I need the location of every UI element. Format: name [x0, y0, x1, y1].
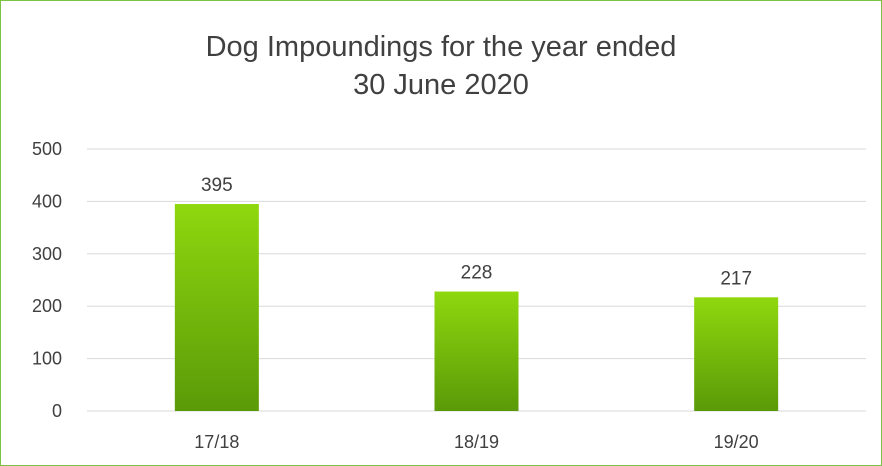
y-tick-label: 500 [32, 139, 62, 159]
x-axis-ticks: 17/18 18/19 19/20 [194, 432, 758, 452]
data-labels: 395 228 217 [201, 175, 752, 289]
bar-19-20 [694, 297, 779, 411]
chart-title-line-2: 30 June 2020 [353, 69, 529, 101]
y-tick-label: 200 [32, 296, 62, 316]
y-tick-label: 100 [32, 349, 62, 369]
data-label: 217 [720, 268, 752, 289]
chart-title: Dog Impoundings for the year ended 30 Ju… [0, 28, 882, 104]
bar-17-18 [174, 204, 259, 411]
x-tick-label: 18/19 [454, 432, 499, 452]
bar-18-19 [434, 291, 519, 411]
data-label: 228 [461, 263, 493, 284]
data-label: 395 [201, 175, 233, 196]
y-tick-label: 300 [32, 244, 62, 264]
x-tick-label: 17/18 [194, 432, 239, 452]
y-tick-label: 0 [52, 401, 62, 421]
x-tick-label: 19/20 [714, 432, 759, 452]
chart-title-line-1: Dog Impoundings for the year ended [205, 31, 677, 63]
bars [174, 204, 779, 411]
y-tick-label: 400 [32, 191, 62, 211]
y-axis-ticks: 0 100 200 300 400 500 [32, 139, 62, 421]
